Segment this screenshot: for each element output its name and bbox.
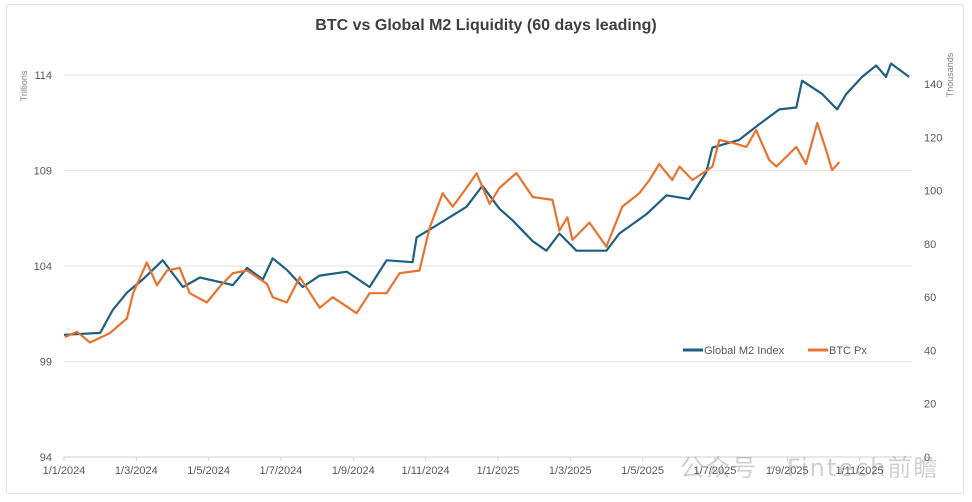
y2-tick-label: 20 [924, 399, 936, 411]
y2-tick-label: 140 [924, 79, 942, 91]
y2-tick-label: 60 [924, 292, 936, 304]
x-tick-label: 1/1/2024 [43, 465, 86, 477]
y-tick-label: 104 [34, 261, 52, 273]
series-line-btc-px [64, 121, 841, 344]
x-tick-label: 1/7/2025 [694, 465, 737, 477]
x-tick-label: 1/9/2024 [332, 465, 375, 477]
x-tick-label: 1/3/2024 [115, 465, 158, 477]
series-line-global-m2 [63, 62, 910, 336]
chart-frame [6, 4, 964, 494]
x-tick-label: 1/5/2025 [621, 465, 664, 477]
legend-label: Global M2 Index [704, 345, 785, 357]
x-tick-label: 1/3/2025 [549, 465, 592, 477]
y2-tick-label: 40 [924, 345, 936, 357]
x-tick-label: 1/1/2025 [477, 465, 520, 477]
y-tick-label: 109 [34, 166, 52, 178]
y-axis-label: Trillions [19, 70, 29, 101]
y2-axis-label: Thousands [945, 52, 955, 97]
legend-label: BTC Px [829, 345, 867, 357]
x-tick-label: 1/7/2024 [260, 465, 303, 477]
y2-tick-label: 0 [924, 452, 930, 464]
x-tick-label: 1/9/2025 [766, 465, 809, 477]
y2-tick-label: 120 [924, 132, 942, 144]
x-tick-label: 1/11/2024 [402, 465, 450, 477]
chart-title: BTC vs Global M2 Liquidity (60 days lead… [315, 17, 657, 34]
x-tick-label: 1/11/2025 [836, 465, 884, 477]
x-tick-label: 1/5/2024 [187, 465, 230, 477]
y-tick-label: 99 [40, 357, 52, 369]
y-tick-label: 114 [34, 70, 52, 82]
y2-tick-label: 80 [924, 239, 936, 251]
watermark: 公众号 · Fintech前瞻 [680, 454, 940, 482]
y-tick-label: 94 [40, 452, 52, 464]
y2-tick-label: 100 [924, 186, 942, 198]
